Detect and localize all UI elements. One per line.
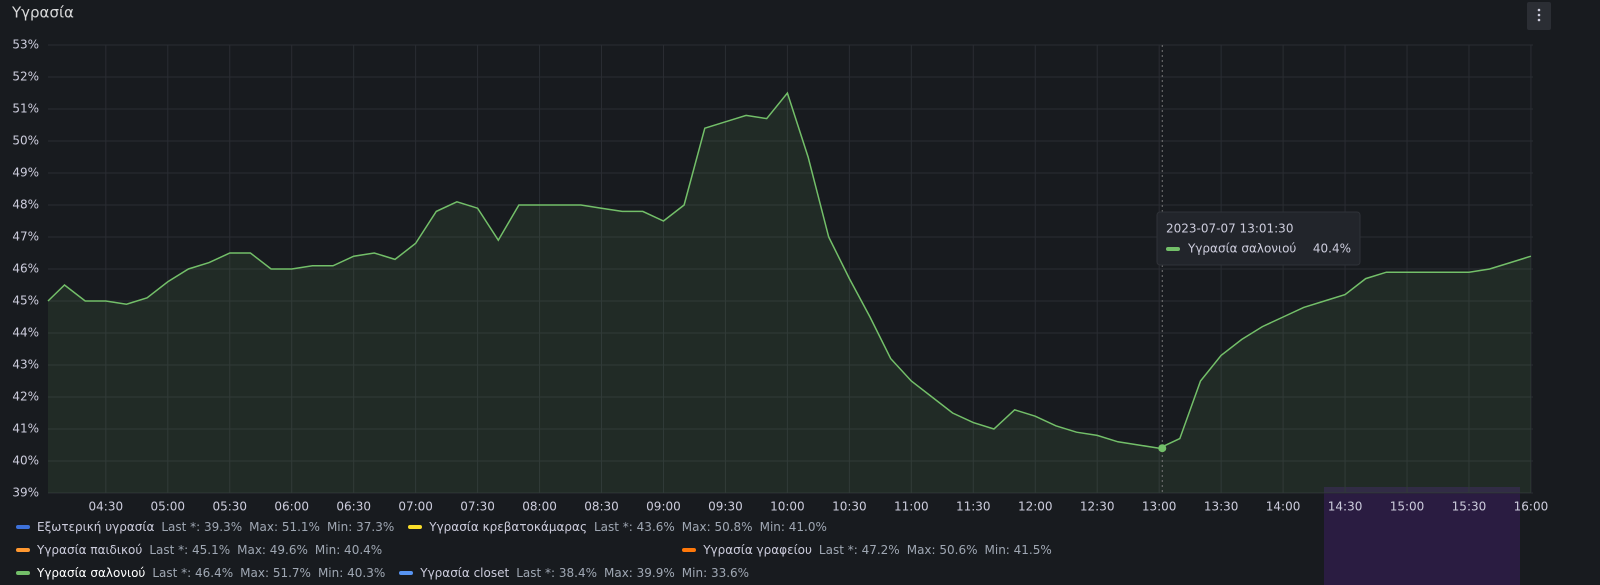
- legend-stat: Min: 40.4%: [314, 542, 383, 557]
- y-tick-label: 39%: [12, 486, 39, 500]
- menu-dot: [1537, 18, 1541, 22]
- legend-item[interactable]: Εξωτερική υγρασία Last *: 39.3% Max: 51.1%…: [16, 518, 394, 535]
- x-tick-label: 12:00: [1018, 500, 1053, 514]
- y-tick-label: 40%: [12, 454, 39, 468]
- y-tick-label: 51%: [12, 102, 39, 116]
- y-tick-label: 41%: [12, 422, 39, 436]
- x-tick-label: 15:30: [1452, 500, 1487, 514]
- x-tick-label: 12:30: [1080, 500, 1115, 514]
- x-tick-label: 09:30: [708, 500, 743, 514]
- plot: 39% 40% 41% 42% 43% 44% 45% 46% 47% 48% 49% 50% 51% 5…: [12, 38, 1548, 514]
- legend-name: Εξωτερική υγρασία: [37, 519, 155, 534]
- legend-stat: Min: 33.6%: [681, 565, 750, 580]
- legend-item[interactable]: Υγρασία παιδικού Last *: 45.1% Max: 49.6% M…: [16, 541, 382, 558]
- legend-name: Υγρασία γραφείου: [703, 542, 812, 557]
- y-tick-label: 45%: [12, 294, 39, 308]
- legend-stat: Last *: 46.4%: [152, 565, 234, 580]
- legend-name: Υγρασία παιδικού: [37, 542, 143, 557]
- x-tick-label: 14:00: [1266, 500, 1301, 514]
- hover-point: [1158, 444, 1167, 453]
- y-tick-label: 47%: [12, 230, 39, 244]
- y-tick-label: 44%: [12, 326, 39, 340]
- x-tick-label: 11:30: [956, 500, 991, 514]
- legend-stat: Min: 41.5%: [984, 542, 1052, 557]
- area: [48, 93, 1531, 493]
- legend-name: Υγρασία σαλονιού: [37, 565, 146, 580]
- legend-item[interactable]: Υγρασία closet Last *: 38.4% Max: 39.9% Min…: [399, 564, 749, 581]
- x-tick-label: 06:00: [274, 500, 309, 514]
- legend-stat: Min: 40.3%: [317, 565, 386, 580]
- x-tick-label: 06:30: [336, 500, 371, 514]
- x-tick-label: 04:30: [89, 500, 124, 514]
- x-tick-label: 08:30: [584, 500, 619, 514]
- y-tick-label: 50%: [12, 134, 39, 148]
- overlay-preview: [1324, 487, 1520, 585]
- legend-stat: Last *: 47.2%: [818, 542, 900, 557]
- x-tick-label: 11:00: [894, 500, 929, 514]
- legend-stat: Max: 51.1%: [249, 519, 320, 534]
- x-tick-label: 16:00: [1514, 500, 1549, 514]
- x-tick-label: 07:30: [460, 500, 495, 514]
- y-tick-label: 42%: [12, 390, 39, 404]
- x-tick-label: 09:00: [646, 500, 681, 514]
- legend-item[interactable]: Υγρασία κρεβατοκάμαρας Last *: 43.6% Max: …: [408, 518, 827, 535]
- x-tick-label: 14:30: [1328, 500, 1363, 514]
- y-tick-label: 49%: [12, 166, 39, 180]
- legend-stat: Last *: 45.1%: [149, 542, 231, 557]
- legend-stat: Max: 50.6%: [906, 542, 978, 557]
- x-tick-label: 10:00: [770, 500, 805, 514]
- legend-swatch: [16, 547, 30, 552]
- x-tick-label: 10:30: [832, 500, 867, 514]
- legend-item[interactable]: Υγρασία σαλονιού Last *: 46.4% Max: 51.7% M…: [16, 564, 385, 581]
- tooltip-series: Υγρασία σαλονιού: [1187, 242, 1296, 256]
- legend-name: Υγρασία κρεβατοκάμαρας: [429, 519, 587, 534]
- chart-title: Υγρασία: [11, 4, 74, 22]
- tooltip-value: 40.4%: [1313, 242, 1351, 256]
- tooltip-time: 2023-07-07 13:01:30: [1166, 222, 1293, 236]
- menu-dot: [1537, 8, 1541, 12]
- x-tick-label: 05:30: [212, 500, 247, 514]
- legend-stat: Max: 39.9%: [604, 565, 675, 580]
- y-tick-label: 52%: [12, 70, 39, 84]
- legend: Εξωτερική υγρασία Last *: 39.3% Max: 51.1%…: [16, 518, 1306, 581]
- legend-stat: Max: 49.6%: [237, 542, 308, 557]
- x-tick-label: 08:00: [522, 500, 557, 514]
- legend-stat: Last *: 39.3%: [161, 519, 243, 534]
- legend-swatch: [16, 570, 30, 575]
- tooltip-swatch: [1166, 247, 1180, 251]
- y-tick-label: 43%: [12, 358, 39, 372]
- y-tick-label: 48%: [12, 198, 39, 212]
- legend-stat: Min: 37.3%: [326, 519, 395, 534]
- legend-stat: Last *: 38.4%: [516, 565, 597, 580]
- legend-stat: Max: 51.7%: [240, 565, 311, 580]
- y-tick-label: 53%: [12, 38, 39, 52]
- x-tick-label: 13:30: [1204, 500, 1239, 514]
- x-tick-label: 13:00: [1142, 500, 1177, 514]
- legend-item[interactable]: Υγρασία γραφείου Last *: 47.2% Max: 50.6% M…: [682, 541, 1052, 558]
- x-tick-label: 15:00: [1390, 500, 1425, 514]
- y-tick-label: 46%: [12, 262, 39, 276]
- legend-name: Υγρασία closet: [420, 565, 510, 580]
- legend-swatch: [682, 547, 697, 552]
- legend-swatch: [16, 524, 30, 529]
- legend-swatch: [399, 570, 414, 575]
- legend-stat: Min: 41.0%: [759, 519, 827, 534]
- legend-stat: Last *: 43.6%: [594, 519, 675, 534]
- x-tick-label: 05:00: [150, 500, 185, 514]
- x-tick-label: 07:00: [398, 500, 433, 514]
- menu-dot: [1537, 13, 1541, 17]
- tooltip-box: [1156, 211, 1361, 266]
- legend-stat: Max: 50.8%: [681, 519, 753, 534]
- legend-swatch: [408, 524, 423, 529]
- line: [47, 91, 1532, 449]
